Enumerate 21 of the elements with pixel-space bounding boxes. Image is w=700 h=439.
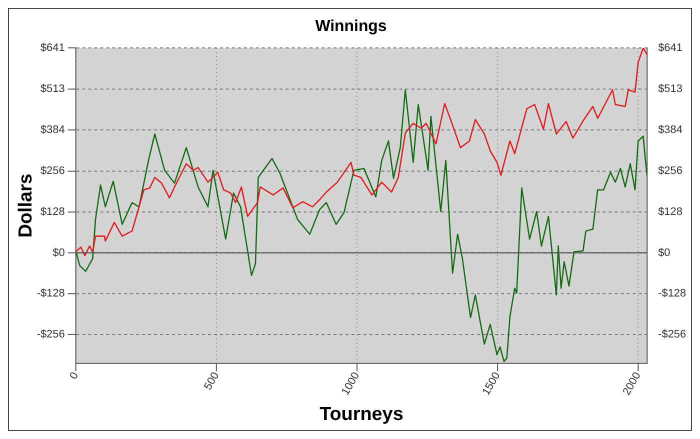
y-tick-label: $0 [52, 246, 65, 259]
y-tick-label: $256 [40, 165, 65, 178]
y-tick-label: $513 [40, 82, 65, 95]
x-axis-title: Tourneys [320, 404, 404, 425]
y-tick-label: $384 [40, 124, 65, 136]
y-tick-label: -$128 [36, 288, 65, 300]
y-axis-title: Dollars [16, 174, 37, 238]
y-tick-label: $641 [40, 42, 65, 54]
y2-tick-label: $0 [658, 246, 670, 259]
chart-title: Winnings [315, 18, 387, 35]
y2-tick-label: $641 [658, 42, 682, 54]
y2-tick-label: $256 [658, 165, 682, 178]
y2-tick-label: $384 [658, 124, 682, 136]
x-tick-label: 500 [202, 370, 222, 392]
y2-tick-label: $513 [658, 82, 682, 95]
y-tick-label: $128 [40, 206, 65, 218]
x-tick-label: 0 [68, 370, 82, 382]
y-tick-label: -$256 [36, 328, 65, 341]
y2-tick-label: -$128 [658, 288, 686, 300]
y2-tick-label: $128 [658, 206, 682, 218]
y2-tick-label: -$256 [658, 328, 686, 341]
